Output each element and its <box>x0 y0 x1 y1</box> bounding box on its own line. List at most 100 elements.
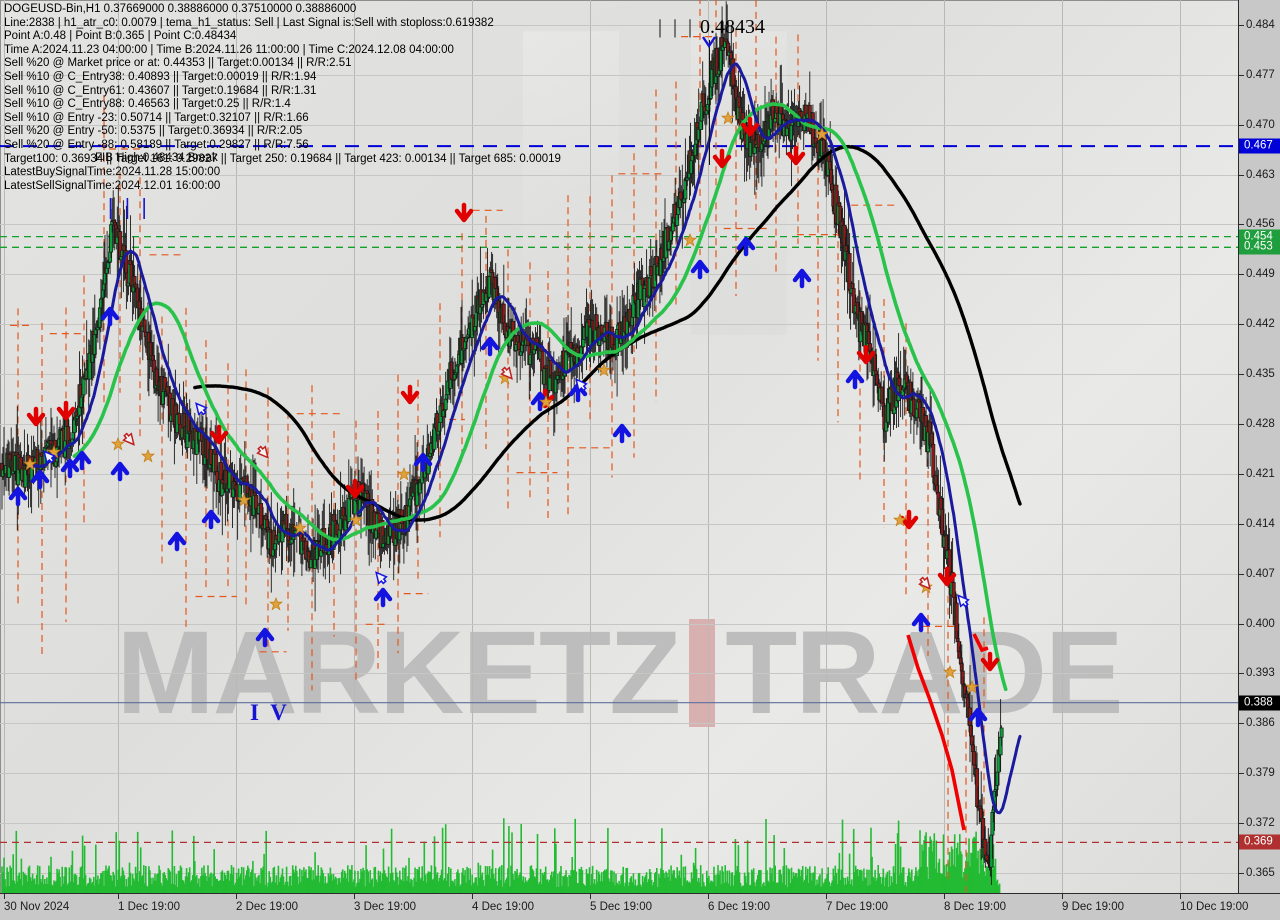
weak-buy-arrow-icon <box>195 402 208 416</box>
price-tick <box>1239 324 1244 326</box>
price-tick-label: 0.463 <box>1246 168 1275 181</box>
buy-arrow-icon <box>413 452 433 473</box>
pivot-star-icon <box>293 521 307 535</box>
price-tick <box>1239 623 1244 625</box>
plot-left-bevel <box>0 0 1 893</box>
time-tick-label: 3 Dec 19:00 <box>354 901 417 913</box>
header-line-9: Sell %20 @ Entry -50: 0.5375 || Target:0… <box>4 125 303 138</box>
last-price-badge[interactable]: 0.388 <box>1239 695 1280 711</box>
vertical-gridline <box>354 0 355 893</box>
price-tick <box>1239 873 1244 875</box>
price-tick-label: 0.400 <box>1246 617 1275 630</box>
blue-level-badge[interactable]: 0.467 <box>1239 138 1280 154</box>
time-tick <box>4 894 5 899</box>
buy-arrow-icon <box>480 336 500 357</box>
header-line-3: Time A:2024.11.23 04:00:00 | Time B:2024… <box>4 43 454 56</box>
price-tick <box>1239 374 1244 376</box>
time-tick-label: 10 Dec 19:00 <box>1180 901 1249 913</box>
header-line-5: Sell %10 @ C_Entry38: 0.40893 || Target:… <box>4 70 317 83</box>
price-tick-label: 0.414 <box>1246 517 1275 530</box>
price-tick-label: 0.365 <box>1246 867 1275 880</box>
header-line-8: Sell %10 @ Entry -23: 0.50714 || Target:… <box>4 111 309 124</box>
wave-label-three: | | | <box>108 194 150 219</box>
header-line-6: Sell %10 @ C_Entry61: 0.43607 || Target:… <box>4 84 317 97</box>
buy-arrow-icon <box>72 450 92 471</box>
time-tick-label: 1 Dec 19:00 <box>118 901 181 913</box>
price-tick-label: 0.393 <box>1246 667 1275 680</box>
buy-arrow-icon <box>110 461 130 482</box>
price-axis-line <box>1238 0 1239 893</box>
tema-signal-red-2 <box>972 633 989 653</box>
price-tick-label: 0.442 <box>1246 318 1275 331</box>
weak-buy-arrow-icon <box>575 378 588 392</box>
pivot-star-icon <box>721 111 735 125</box>
slow-ma-black <box>193 144 1022 522</box>
header-line-12: LatestBuySignalTime:2024.11.28 15:00:00 <box>4 166 221 179</box>
price-axis[interactable]: 0.484 0.477 0.470 0.463 0.456 0.449 0.442 0.435… <box>1238 0 1280 893</box>
sell-arrow-icon <box>209 424 229 445</box>
horizontal-gridline <box>0 773 1238 775</box>
vertical-gridline <box>826 0 827 893</box>
time-tick <box>1180 894 1181 899</box>
price-tick <box>1239 224 1244 226</box>
price-tick <box>1239 274 1244 276</box>
time-tick <box>1062 894 1063 899</box>
time-tick-label: 5 Dec 19:00 <box>590 901 653 913</box>
pivot-star-icon <box>539 395 553 409</box>
green-level-badge-2[interactable]: 0.453 <box>1239 239 1280 255</box>
sell-arrow-icon <box>899 509 919 530</box>
weak-buy-arrow-icon <box>957 594 970 608</box>
time-tick <box>354 894 355 899</box>
header-line-10: Sell %20 @ Entry -88: 0.58189 || Target:… <box>4 138 309 151</box>
price-chart-plot[interactable]: MARKETZ TRADE | | | I V | | | 0.48434 FIB… <box>0 0 1238 893</box>
buy-arrow-icon <box>30 469 50 490</box>
price-tick-label: 0.449 <box>1246 268 1275 281</box>
mid-ma-green <box>72 102 1008 692</box>
horizontal-gridline <box>0 823 1238 825</box>
horizontal-gridline <box>0 274 1238 276</box>
chart-info-header: DOGEUSD-Bin,H1 0.37669000 0.38886000 0.3… <box>4 3 561 193</box>
header-line-13: LatestSellSignalTime:2024.12.01 16:00:00 <box>4 179 221 192</box>
price-tick-label: 0.386 <box>1246 717 1275 730</box>
pivot-star-icon <box>683 233 697 247</box>
horizontal-gridline <box>0 873 1238 875</box>
time-tick <box>236 894 237 899</box>
price-tick-label: 0.428 <box>1246 418 1275 431</box>
vertical-gridline <box>708 0 709 893</box>
time-tick-label: 7 Dec 19:00 <box>826 901 889 913</box>
horizontal-gridline <box>0 623 1238 625</box>
peak-label-value: 0.48434 <box>700 16 766 38</box>
price-tick-label: 0.372 <box>1246 817 1275 830</box>
horizontal-gridline <box>0 124 1238 126</box>
header-line-0: DOGEUSD-Bin,H1 0.37669000 0.38886000 0.3… <box>4 3 357 15</box>
pivot-star-icon <box>349 513 363 527</box>
peak-price-label: | | | 0.48434 <box>658 16 765 39</box>
price-tick <box>1239 823 1244 825</box>
buy-arrow-icon <box>736 236 756 257</box>
time-axis-line <box>0 893 1280 894</box>
time-tick-label: 2 Dec 19:00 <box>236 901 299 913</box>
fib-high-tag: FIB High:0.48434 Break <box>95 152 218 164</box>
pivot-star-icon <box>893 513 907 527</box>
header-line-7: Sell %10 @ C_Entry88: 0.46563 || Target:… <box>4 98 291 111</box>
time-tick <box>590 894 591 899</box>
horizontal-gridline <box>0 723 1238 725</box>
sell-arrow-icon <box>712 148 732 169</box>
pivot-star-icon <box>237 493 251 507</box>
sell-arrow-icon <box>454 202 474 223</box>
time-tick <box>118 894 119 899</box>
sell-arrow-icon <box>740 116 760 137</box>
price-tick <box>1239 773 1244 775</box>
vertical-gridline <box>1180 0 1181 893</box>
header-line-1: Line:2838 | h1_atr_c0: 0.0079 | tema_h1_… <box>4 16 494 29</box>
pivot-star-icon <box>111 437 125 451</box>
vertical-gridline <box>1062 0 1063 893</box>
horizontal-gridline <box>0 174 1238 176</box>
time-axis[interactable]: 30 Nov 2024 1 Dec 19:00 2 Dec 19:00 3 Dec 1… <box>0 893 1280 920</box>
header-line-11: Target100: 0.36934 || Target 161: 0.2982… <box>4 152 561 165</box>
pivot-star-icon <box>397 467 411 481</box>
horizontal-gridline <box>0 473 1238 475</box>
sell-arrow-icon <box>400 384 420 405</box>
red-level-badge[interactable]: 0.369 <box>1239 834 1280 850</box>
vertical-gridline <box>590 0 591 893</box>
